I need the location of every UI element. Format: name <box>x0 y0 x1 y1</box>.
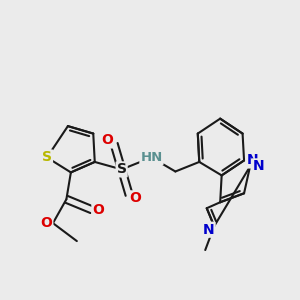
Text: O: O <box>92 203 104 217</box>
Text: HN: HN <box>140 151 163 164</box>
Text: N: N <box>203 223 214 237</box>
Text: O: O <box>40 216 52 230</box>
Text: S: S <box>117 162 127 176</box>
Text: S: S <box>42 151 52 164</box>
Text: N: N <box>253 159 264 173</box>
Text: N: N <box>247 154 258 167</box>
Text: O: O <box>130 191 142 206</box>
Text: O: O <box>102 134 113 147</box>
